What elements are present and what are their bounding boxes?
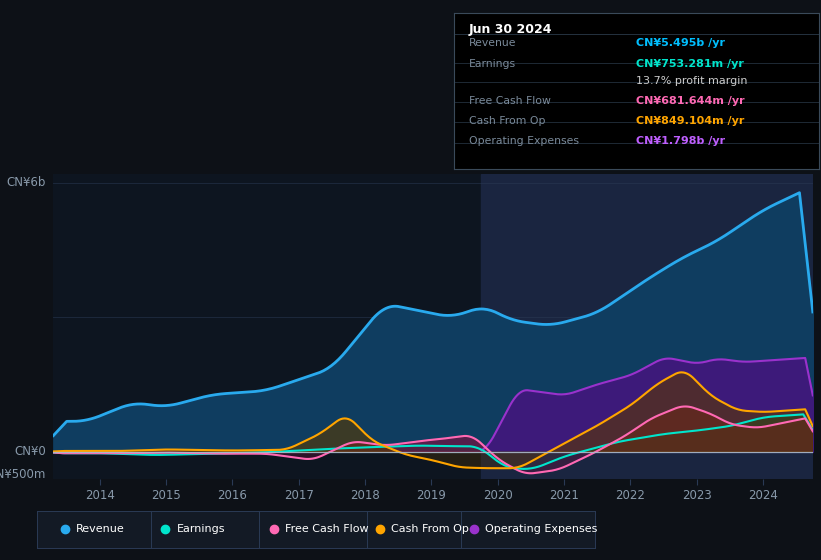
Text: CN¥849.104m /yr: CN¥849.104m /yr	[636, 116, 745, 126]
Text: CN¥6b: CN¥6b	[7, 176, 46, 189]
Text: Operating Expenses: Operating Expenses	[469, 137, 579, 146]
Text: -CN¥500m: -CN¥500m	[0, 468, 46, 481]
Text: Earnings: Earnings	[469, 59, 516, 68]
Text: Free Cash Flow: Free Cash Flow	[286, 525, 369, 534]
Bar	[481, 174, 813, 479]
Text: CN¥681.644m /yr: CN¥681.644m /yr	[636, 96, 745, 106]
Text: Revenue: Revenue	[469, 38, 516, 48]
Text: Cash From Op: Cash From Op	[392, 525, 470, 534]
Text: CN¥753.281m /yr: CN¥753.281m /yr	[636, 59, 744, 68]
Text: Cash From Op: Cash From Op	[469, 116, 545, 126]
Text: Jun 30 2024: Jun 30 2024	[469, 23, 552, 36]
Text: Earnings: Earnings	[177, 525, 225, 534]
Text: CN¥0: CN¥0	[14, 445, 46, 459]
Text: Operating Expenses: Operating Expenses	[485, 525, 598, 534]
Text: CN¥5.495b /yr: CN¥5.495b /yr	[636, 38, 725, 48]
Text: 13.7% profit margin: 13.7% profit margin	[636, 76, 748, 86]
Text: Revenue: Revenue	[76, 525, 125, 534]
Text: CN¥1.798b /yr: CN¥1.798b /yr	[636, 137, 726, 146]
Text: Free Cash Flow: Free Cash Flow	[469, 96, 550, 106]
